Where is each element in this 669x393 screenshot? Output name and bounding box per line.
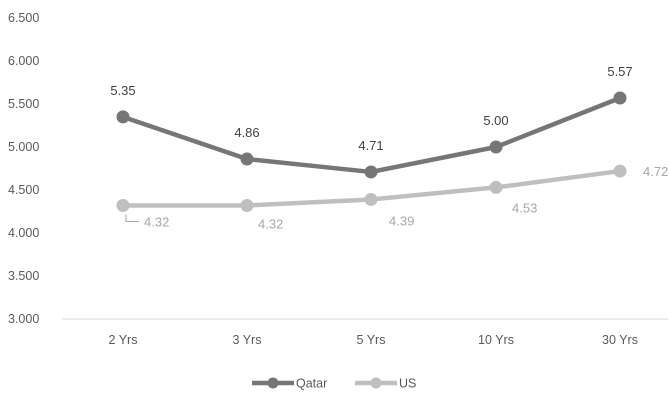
legend-label: US bbox=[399, 377, 416, 391]
x-tick-label: 30 Yrs bbox=[602, 333, 638, 347]
x-tick-label: 3 Yrs bbox=[233, 333, 262, 347]
y-tick-label: 3.000 bbox=[8, 312, 39, 326]
data-point bbox=[489, 140, 503, 154]
x-tick-label: 2 Yrs bbox=[109, 333, 138, 347]
y-tick-label: 4.500 bbox=[8, 183, 39, 197]
data-point bbox=[116, 198, 130, 212]
x-axis-ticks: 2 Yrs 3 Yrs 5 Yrs 10 Yrs 30 Yrs bbox=[109, 333, 638, 347]
legend-swatch-marker bbox=[370, 377, 382, 389]
data-point bbox=[240, 198, 254, 212]
data-label: 4.39 bbox=[389, 213, 414, 228]
data-label: 4.32 bbox=[258, 216, 283, 231]
x-tick-label: 10 Yrs bbox=[478, 333, 514, 347]
y-tick-label: 3.500 bbox=[8, 269, 39, 283]
data-label: 4.86 bbox=[234, 125, 259, 140]
x-tick-label: 5 Yrs bbox=[357, 333, 386, 347]
data-label: 4.72 bbox=[643, 164, 668, 179]
data-point bbox=[240, 152, 254, 166]
legend-swatch-marker bbox=[267, 377, 279, 389]
data-point bbox=[364, 165, 378, 179]
data-label: 4.71 bbox=[358, 138, 383, 153]
y-tick-label: 5.000 bbox=[8, 140, 39, 154]
data-point bbox=[364, 192, 378, 206]
series-line-qatar bbox=[120, 95, 623, 175]
label-leader-line bbox=[125, 214, 139, 222]
y-tick-label: 6.000 bbox=[8, 54, 39, 68]
data-point bbox=[116, 110, 130, 124]
data-label: 5.35 bbox=[110, 83, 135, 98]
y-tick-label: 4.000 bbox=[8, 226, 39, 240]
y-tick-label: 6.500 bbox=[8, 11, 39, 25]
series-layer: 5.35 4.86 4.71 5.00 5.57 4.32 4.32 4.39 4.53 4.72 bbox=[110, 64, 668, 231]
y-tick-label: 5.500 bbox=[8, 97, 39, 111]
legend: Qatar US bbox=[252, 377, 416, 391]
data-label: 5.57 bbox=[607, 64, 632, 79]
data-label: 4.32 bbox=[144, 214, 169, 229]
data-point bbox=[489, 180, 503, 194]
data-point bbox=[613, 91, 627, 105]
data-label: 5.00 bbox=[483, 113, 508, 128]
y-axis-ticks: 3.000 3.500 4.000 4.500 5.000 5.500 6.000 6.500 bbox=[8, 11, 39, 326]
data-point bbox=[613, 164, 627, 178]
legend-label: Qatar bbox=[296, 377, 327, 391]
data-label: 4.53 bbox=[512, 200, 537, 215]
